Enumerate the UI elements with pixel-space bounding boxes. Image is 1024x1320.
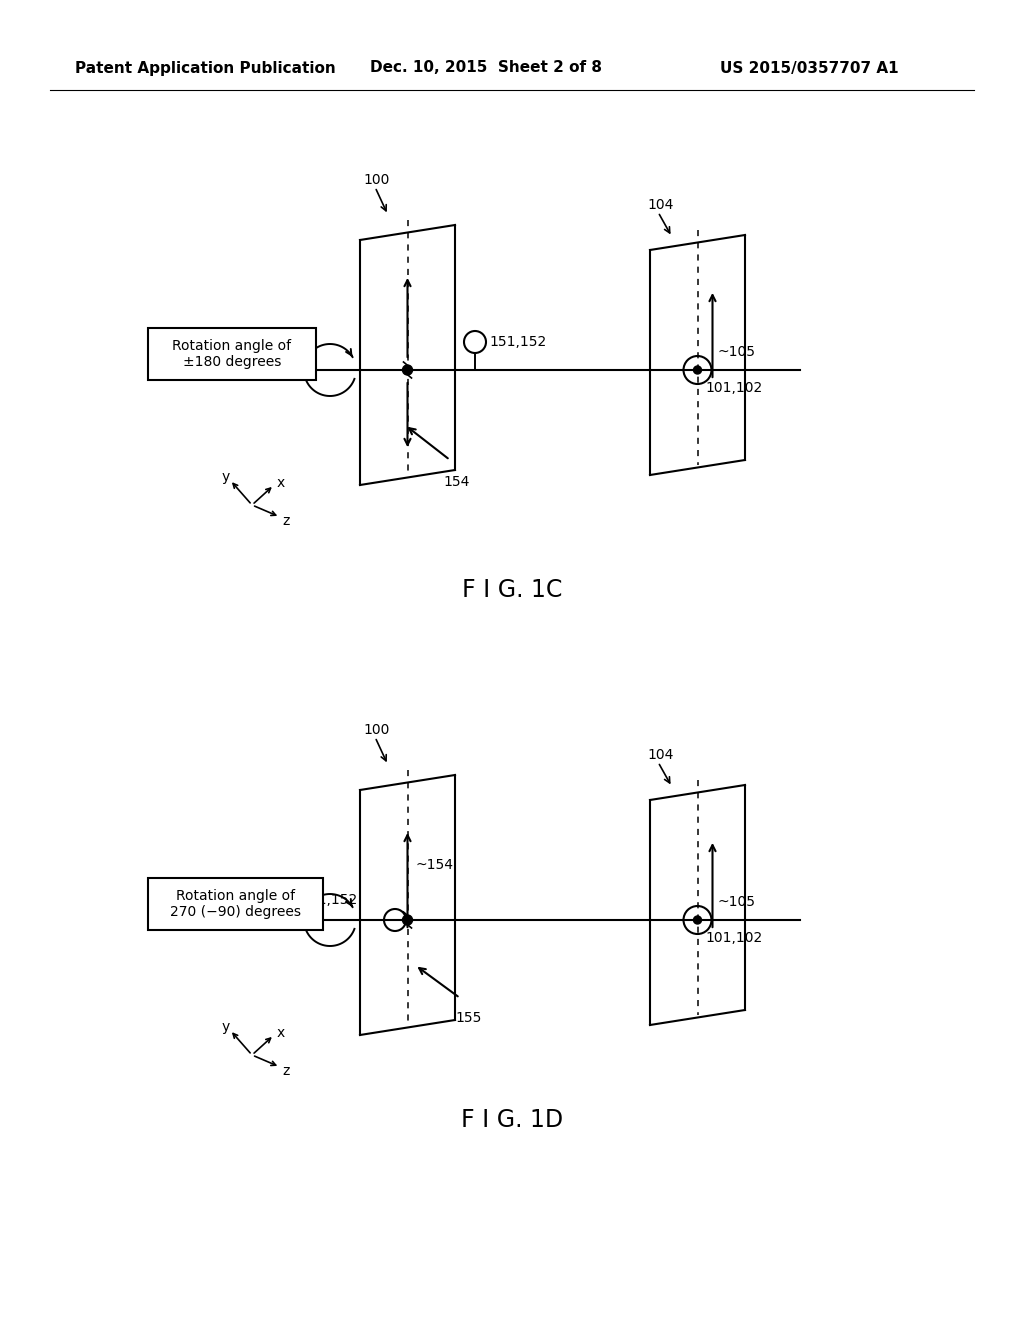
- Text: 104: 104: [647, 748, 674, 762]
- Circle shape: [693, 916, 701, 924]
- Text: Rotation angle of
270 (−90) degrees: Rotation angle of 270 (−90) degrees: [170, 888, 301, 919]
- Text: z: z: [282, 513, 290, 528]
- Text: y: y: [222, 1020, 230, 1034]
- Text: 154: 154: [443, 475, 469, 488]
- Text: 104: 104: [647, 198, 674, 213]
- Text: 100: 100: [362, 173, 389, 187]
- Bar: [148, 327, 316, 380]
- Circle shape: [693, 366, 701, 374]
- Text: Patent Application Publication: Patent Application Publication: [75, 61, 336, 75]
- Text: 100: 100: [362, 723, 389, 737]
- Text: y: y: [222, 470, 230, 484]
- Text: F I G. 1D: F I G. 1D: [461, 1107, 563, 1133]
- Text: z: z: [282, 1064, 290, 1078]
- Text: x: x: [278, 1026, 286, 1040]
- Text: Dec. 10, 2015  Sheet 2 of 8: Dec. 10, 2015 Sheet 2 of 8: [370, 61, 602, 75]
- Text: x: x: [278, 477, 286, 490]
- Bar: [148, 878, 323, 931]
- Text: 101,102: 101,102: [706, 381, 763, 395]
- Text: Rotation angle of
±180 degrees: Rotation angle of ±180 degrees: [172, 339, 292, 370]
- Text: US 2015/0357707 A1: US 2015/0357707 A1: [720, 61, 899, 75]
- Text: 151,152: 151,152: [489, 335, 546, 348]
- Text: 151,152: 151,152: [301, 894, 358, 907]
- Text: F I G. 1C: F I G. 1C: [462, 578, 562, 602]
- Text: 155: 155: [455, 1011, 481, 1026]
- Circle shape: [402, 366, 413, 375]
- Text: ~154: ~154: [416, 858, 454, 873]
- Text: ~105: ~105: [718, 895, 756, 909]
- Text: 155: 155: [284, 345, 310, 359]
- Circle shape: [402, 915, 413, 925]
- Text: ~105: ~105: [718, 345, 756, 359]
- Text: 101,102: 101,102: [706, 931, 763, 945]
